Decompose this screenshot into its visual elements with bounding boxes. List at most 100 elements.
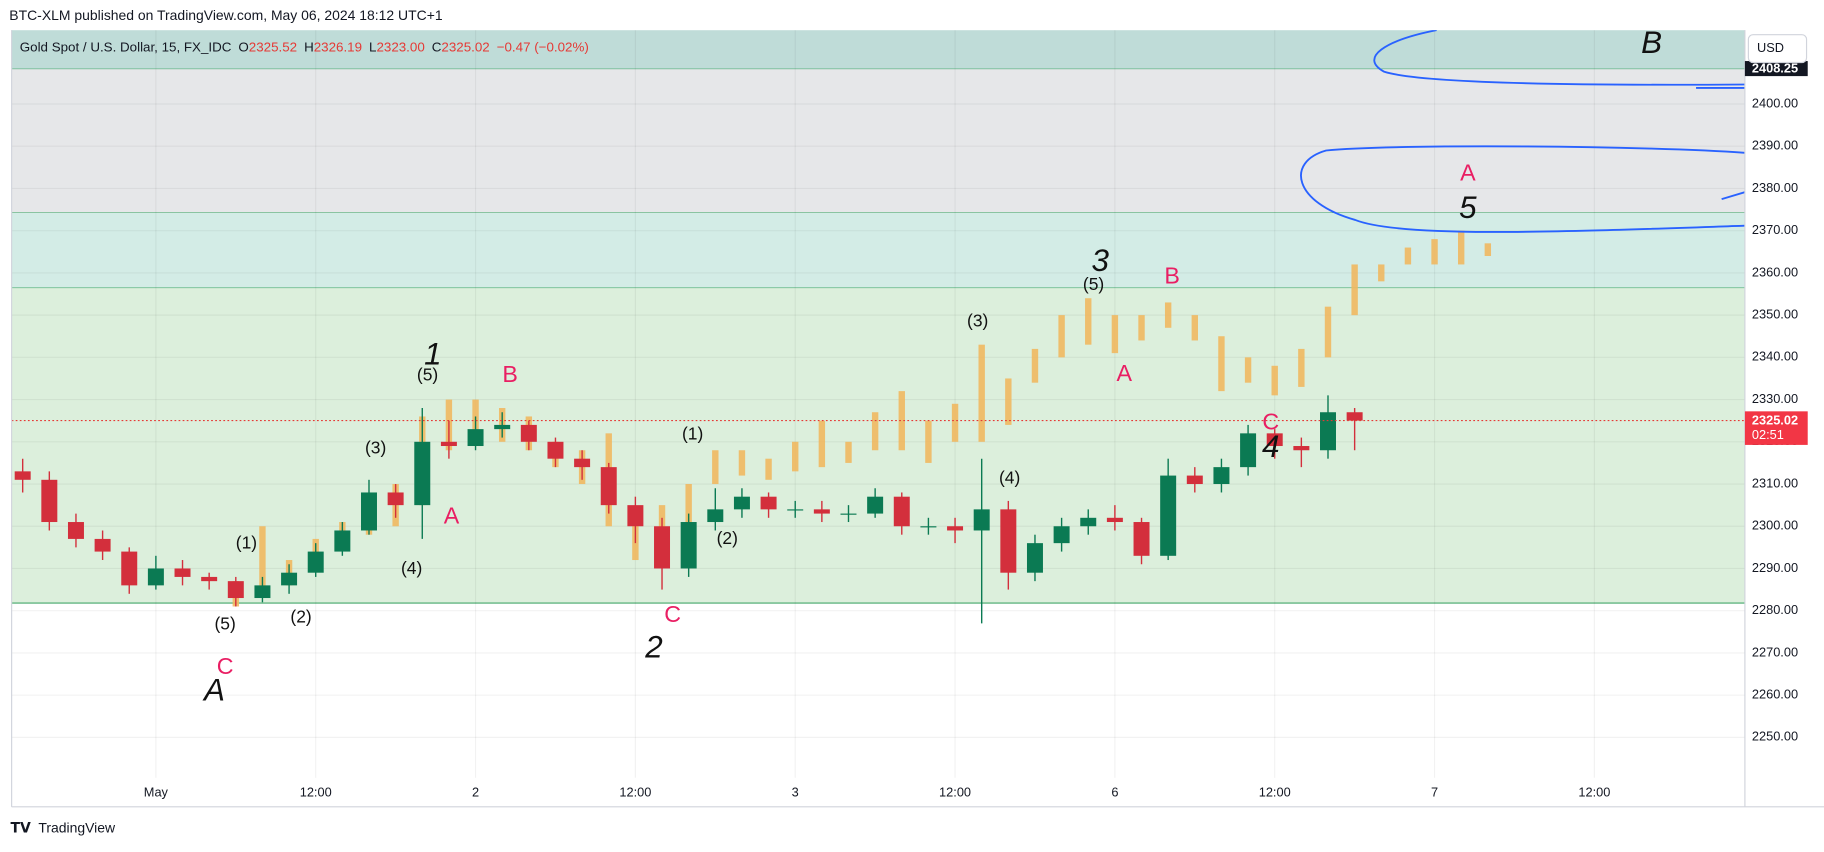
candle-body	[467, 429, 484, 447]
y-tick-label: 2310.00	[1752, 475, 1798, 490]
projection-bar	[1218, 336, 1225, 392]
wave-label: (3)	[365, 438, 386, 458]
candle-body	[680, 522, 697, 569]
candle-body	[654, 526, 671, 569]
zone	[11, 69, 1745, 213]
wave-label: C	[1262, 409, 1279, 435]
candle-body	[1133, 522, 1150, 556]
currency-button[interactable]	[1747, 34, 1808, 64]
wave-label: (1)	[682, 424, 703, 444]
projection-bar	[712, 450, 719, 485]
candle-body	[973, 509, 990, 531]
wave-label: A	[202, 673, 225, 708]
projection-bar	[1484, 243, 1492, 257]
candle-body	[707, 509, 724, 523]
currency[interactable]: USD	[1757, 40, 1784, 55]
marks	[11, 230, 1745, 624]
candle-body	[67, 522, 84, 539]
drawing-curve	[1373, 30, 1745, 86]
logo-mark: 𝗧𝗩	[10, 820, 31, 836]
wave-label: (2)	[290, 606, 311, 626]
projection-bar	[1191, 315, 1198, 341]
wave-label: (1)	[236, 533, 257, 553]
x-tick-label: 12:00	[939, 784, 971, 799]
projection-bar	[1005, 378, 1012, 425]
candle-body	[334, 530, 351, 552]
x-tick-label: May	[144, 784, 169, 799]
candle-body	[414, 441, 431, 506]
candle-body	[387, 492, 404, 506]
projection-bar	[845, 441, 852, 463]
candle-body	[227, 581, 244, 599]
x-tick-label: 12:00	[300, 784, 332, 799]
x-tick-label: 2	[472, 784, 479, 799]
y-tick-label: 2330.00	[1752, 391, 1798, 406]
legend-label: L	[369, 39, 376, 54]
candle-body	[494, 424, 511, 430]
y-tick-label: 2270.00	[1752, 644, 1798, 659]
candle-body	[1000, 509, 1017, 573]
candle-body	[1213, 467, 1230, 485]
projection-bar	[978, 344, 985, 442]
projection-bar	[925, 420, 932, 463]
projection-bar	[1324, 306, 1332, 358]
wave-label: (4)	[999, 468, 1020, 488]
candle-body	[627, 505, 644, 527]
candle-body	[1080, 517, 1097, 527]
y-tick-label: 2380.00	[1752, 180, 1798, 195]
legend: Gold Spot / U.S. Dollar, 15, FX_IDC O2325…	[20, 39, 589, 54]
candle-body	[1186, 475, 1203, 485]
wave-label: 5	[1459, 190, 1477, 225]
candle-body	[947, 526, 964, 531]
countdown: 02:51	[1752, 427, 1784, 442]
legend-value: 2326.19	[314, 39, 362, 54]
projection-bar	[1271, 365, 1278, 396]
y-tick-label: 2290.00	[1752, 560, 1798, 575]
projection-bar	[1058, 315, 1065, 358]
level-label-bg	[1744, 61, 1808, 77]
y-tick-label: 2390.00	[1752, 138, 1798, 153]
wave-label: 4	[1262, 429, 1279, 464]
wave-label: 1	[424, 337, 441, 372]
projection-bar	[1164, 302, 1172, 328]
y-tick-label: 2340.00	[1752, 349, 1798, 364]
projection-bar	[1457, 230, 1465, 265]
legend-label: C	[432, 39, 442, 54]
candle-body	[1346, 412, 1363, 421]
y-tick-label: 2360.00	[1752, 264, 1798, 279]
legend-value: 2323.00	[376, 39, 424, 54]
x-tick-label: 7	[1431, 784, 1438, 799]
candle-body	[840, 513, 857, 515]
zone	[11, 30, 1745, 70]
wave-label: B	[1641, 25, 1662, 60]
projection-bar	[685, 484, 692, 527]
candle-body	[574, 458, 591, 468]
annotations: 1(5) B(3)A(4)(1)(5) (2)CA(1)(2)C2(3)(4)3(5…	[202, 25, 1662, 707]
drawing-curve	[1721, 191, 1745, 200]
projection-bar	[1351, 264, 1358, 316]
last-price-label: 2325.02	[1752, 413, 1798, 428]
wave-label: (5)	[417, 365, 438, 385]
candle-body	[440, 441, 457, 447]
projection-bar	[1085, 298, 1092, 345]
axes: 2250.00 2260.00 2270.00 2280.00 2290.00 2300.…	[144, 61, 1808, 799]
projection-bar	[898, 391, 905, 451]
candle-body	[1266, 433, 1283, 447]
projection-bar	[1244, 357, 1252, 383]
candle-body	[1106, 517, 1123, 523]
projection-bar	[1431, 239, 1438, 265]
wave-label: A	[1116, 360, 1132, 386]
candle-body	[307, 551, 324, 573]
attribution: BTC-XLM published on TradingView.com, Ma…	[9, 7, 443, 23]
candle-body	[1026, 543, 1043, 573]
wave-label: (3)	[967, 310, 988, 330]
projection-bar	[1111, 315, 1119, 354]
legend-change: −0.47 (−0.02%)	[497, 39, 589, 54]
projection-bar	[1378, 264, 1385, 282]
wave-label: A	[1460, 160, 1476, 186]
projection-bar	[259, 526, 266, 594]
legend-label: H	[304, 39, 314, 54]
legend-value: 2325.02	[441, 39, 489, 54]
candle-body	[281, 572, 298, 586]
candle-body	[600, 467, 617, 506]
